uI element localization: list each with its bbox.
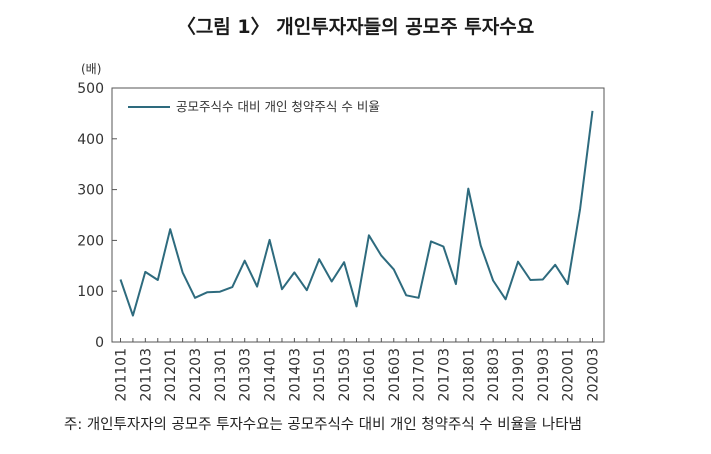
x-tick-label: 201601 <box>362 348 378 401</box>
x-tick-label: 201703 <box>436 348 452 401</box>
x-tick-label: 201301 <box>213 348 229 401</box>
x-tick-label: 201203 <box>188 348 204 401</box>
footnote: 주: 개인투자자의 공모주 투자수요는 공모주식수 대비 개인 청약주식 수 비… <box>64 417 582 433</box>
y-tick-label: 200 <box>77 233 104 249</box>
x-tick-label: 201801 <box>461 348 477 401</box>
x-tick-label: 202001 <box>561 348 577 401</box>
plot-frame <box>111 87 605 343</box>
x-tick-label: 201901 <box>511 348 527 401</box>
y-tick-label: 400 <box>77 132 104 148</box>
y-axis-unit-label: (배) <box>81 62 101 76</box>
chart-title: 〈그림 1〉 개인투자자들의 공모주 투자수요 <box>176 16 535 38</box>
x-tick-label: 201803 <box>486 348 502 401</box>
x-tick-label: 201603 <box>387 348 403 401</box>
x-tick-label: 202003 <box>586 348 602 401</box>
series-group <box>119 110 594 317</box>
y-tick-label: 300 <box>77 183 104 199</box>
x-tick-label: 201401 <box>263 348 279 401</box>
x-tick-label: 201701 <box>412 348 428 401</box>
x-tick-label: 201303 <box>238 348 254 401</box>
legend: 공모주식수 대비 개인 청약주식 수 비율 <box>128 99 380 114</box>
x-tick-label: 201403 <box>287 348 303 401</box>
y-ticks: 0 100 200 300 400 500 <box>77 81 117 351</box>
x-tick-label: 201903 <box>536 348 552 401</box>
x-tick-label: 201501 <box>312 348 328 401</box>
y-tick-label: 0 <box>95 335 104 351</box>
x-tick-label: 201201 <box>163 348 179 401</box>
series-line-1 <box>119 110 594 317</box>
x-ticks: 201101 201103 201201 201203 201301 201303 2014… <box>114 338 602 401</box>
x-tick-label: 201101 <box>114 348 130 401</box>
legend-label-series-1: 공모주식수 대비 개인 청약주식 수 비율 <box>176 99 380 114</box>
y-tick-label: 100 <box>77 284 104 300</box>
x-tick-label: 201103 <box>138 348 154 401</box>
axes <box>111 87 605 343</box>
y-tick-label: 500 <box>77 81 104 97</box>
x-tick-label: 201503 <box>337 348 353 401</box>
